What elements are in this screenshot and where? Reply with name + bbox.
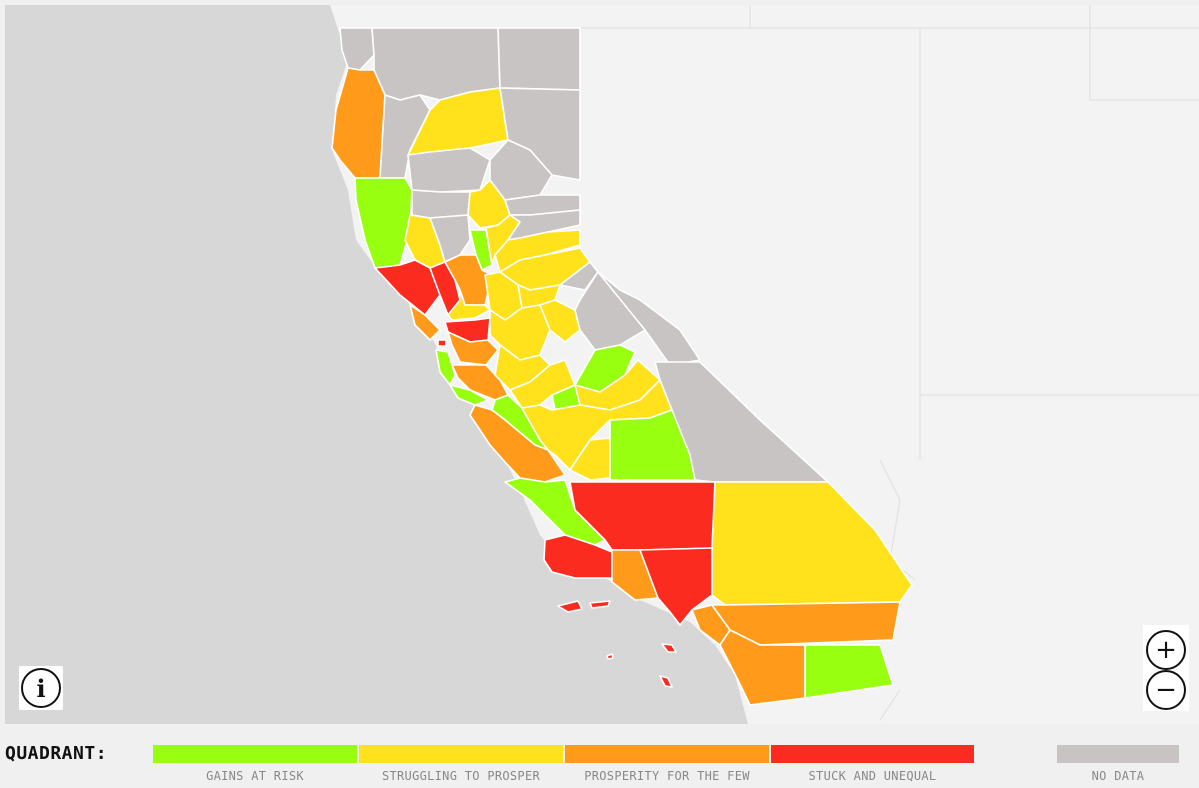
county-san-joaquin[interactable] — [489, 304, 551, 361]
county-marin[interactable] — [409, 304, 441, 341]
legend-swatch-struggling-to-prosper — [359, 745, 563, 763]
county-san-francisco[interactable] — [437, 339, 447, 347]
zoom-in-button[interactable]: + — [1146, 630, 1186, 670]
legend-swatch-prosperity-for-the-few — [565, 745, 769, 763]
legend-label-struggling-to-prosper: STRUGGLING TO PROSPER — [381, 769, 541, 783]
legend: QUADRANT: GAINS AT RISK STRUGGLING TO PR… — [0, 724, 1199, 788]
county-glenn[interactable] — [411, 189, 471, 219]
ocean — [5, 5, 748, 724]
legend-swatch-stuck-and-unequal — [771, 745, 974, 763]
county-los-angeles[interactable] — [639, 547, 713, 626]
county-santa-cruz[interactable] — [449, 384, 489, 406]
california-county-map[interactable] — [5, 5, 1199, 724]
county-solano[interactable] — [447, 289, 491, 321]
legend-label-gains-at-risk: GAINS AT RISK — [206, 769, 304, 783]
legend-label-stuck-and-unequal: STUCK AND UNEQUAL — [808, 769, 937, 783]
county-sutter[interactable] — [469, 229, 493, 271]
legend-swatch-gains-at-risk — [153, 745, 357, 763]
legend-label-no-data: NO DATA — [1091, 769, 1145, 783]
county-alameda[interactable] — [447, 331, 499, 366]
county-tulare[interactable] — [609, 409, 696, 481]
county-mono[interactable] — [597, 271, 701, 366]
zoom-out-button[interactable]: − — [1146, 670, 1186, 710]
county-ventura[interactable] — [611, 549, 659, 601]
county-tehama[interactable] — [407, 147, 491, 193]
channel-islands[interactable] — [557, 600, 677, 688]
legend-title: QUADRANT: — [5, 743, 108, 764]
county-modoc[interactable] — [497, 27, 581, 91]
map-area[interactable]: i + − — [5, 5, 1199, 724]
county-imperial[interactable] — [804, 644, 894, 699]
county-san-mateo[interactable] — [435, 349, 456, 386]
legend-swatch-no-data — [1057, 745, 1179, 763]
counties-layer — [331, 27, 913, 706]
zoom-control: + − — [1143, 625, 1189, 711]
info-button[interactable]: i — [19, 666, 63, 710]
info-icon[interactable]: i — [21, 668, 61, 708]
county-siskiyou[interactable] — [371, 27, 501, 101]
legend-label-prosperity-for-the-few: PROSPERITY FOR THE FEW — [584, 769, 750, 783]
